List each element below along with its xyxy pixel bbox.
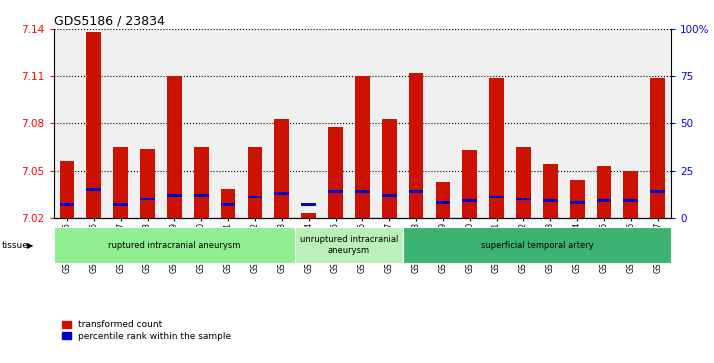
Bar (86, 188, 101, 191)
Bar (623, 171, 638, 218)
Text: ▶: ▶ (27, 241, 34, 249)
Bar (167, 76, 182, 218)
Bar (436, 182, 451, 218)
Bar (543, 199, 558, 202)
Bar (274, 119, 289, 218)
Bar (516, 147, 531, 218)
Text: tissue: tissue (1, 241, 29, 249)
Text: ruptured intracranial aneurysm: ruptured intracranial aneurysm (109, 241, 241, 249)
Bar (382, 119, 396, 218)
Bar (114, 147, 128, 218)
Bar (489, 78, 504, 218)
Bar (114, 203, 128, 206)
Bar (194, 194, 208, 196)
Bar (328, 127, 343, 218)
Bar (463, 199, 477, 202)
Bar (295, 227, 403, 263)
Bar (221, 189, 236, 218)
Bar (59, 161, 74, 218)
Bar (248, 196, 262, 199)
Bar (301, 203, 316, 206)
Legend: transformed count, percentile rank within the sample: transformed count, percentile rank withi… (58, 317, 235, 344)
Bar (382, 194, 396, 196)
Bar (516, 197, 531, 200)
Bar (597, 199, 611, 202)
Bar (140, 197, 155, 200)
Bar (543, 164, 558, 218)
Bar (355, 190, 370, 193)
Bar (140, 148, 155, 218)
Bar (570, 201, 585, 204)
Bar (274, 192, 289, 195)
Bar (436, 201, 451, 204)
Text: unruptured intracranial
aneurysm: unruptured intracranial aneurysm (300, 235, 398, 255)
Bar (403, 227, 671, 263)
Bar (597, 166, 611, 218)
Bar (221, 203, 236, 206)
Text: superficial temporal artery: superficial temporal artery (481, 241, 593, 249)
Bar (650, 78, 665, 218)
Bar (355, 76, 370, 218)
Bar (623, 199, 638, 202)
Bar (167, 194, 182, 196)
Bar (489, 196, 504, 199)
Bar (194, 147, 208, 218)
Bar (463, 150, 477, 218)
Text: GDS5186 / 23834: GDS5186 / 23834 (54, 15, 164, 28)
Bar (301, 213, 316, 218)
Bar (570, 180, 585, 218)
Bar (328, 190, 343, 193)
Bar (248, 147, 262, 218)
Bar (59, 203, 74, 206)
Bar (650, 190, 665, 193)
Bar (54, 227, 295, 263)
Bar (408, 73, 423, 218)
Bar (86, 32, 101, 218)
Bar (408, 190, 423, 193)
